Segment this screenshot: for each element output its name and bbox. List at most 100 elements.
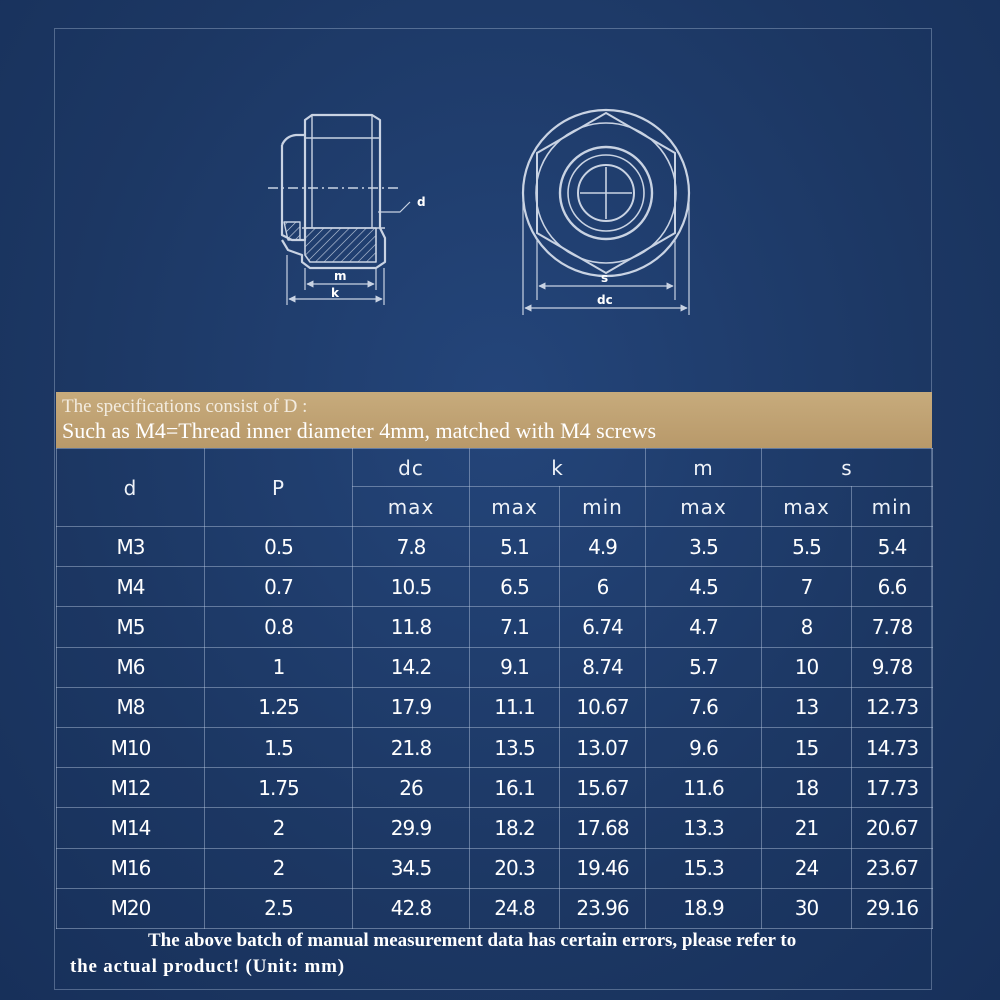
cell-d: M3	[56, 525, 205, 568]
cell-s-max: 21	[761, 807, 852, 849]
header-k: k	[469, 448, 646, 487]
side-view	[268, 113, 411, 270]
cell-k-max: 13.5	[469, 726, 560, 769]
cell-s-min: 23.67	[850, 847, 934, 889]
note-line-2: the actual product! (Unit: mm)	[70, 956, 345, 977]
cell-k-min: 23.96	[559, 887, 646, 930]
spec-table: d P dc k m s max max min max max min M3 0…	[56, 448, 934, 930]
cell-d: M10	[56, 726, 205, 769]
cell-p: 2	[204, 847, 353, 889]
cell-p: 0.8	[204, 606, 353, 648]
subheader-m-max: max	[645, 486, 762, 527]
cell-s-min: 7.78	[850, 606, 934, 648]
spec-banner: The specifications consist of D : Such a…	[56, 392, 932, 448]
cell-s-min: 17.73	[850, 767, 934, 809]
cell-s-min: 29.16	[850, 887, 934, 930]
subheader-dc-max: max	[352, 486, 470, 527]
cell-dc-max: 21.8	[352, 726, 470, 769]
cell-k-max: 9.1	[469, 646, 560, 688]
cell-dc-max: 11.8	[352, 606, 470, 648]
cell-d: M6	[56, 646, 205, 688]
cell-m-max: 13.3	[645, 807, 762, 849]
subheader-k-max: max	[469, 486, 560, 527]
cell-d: M16	[56, 847, 205, 889]
cell-k-min: 17.68	[559, 807, 646, 849]
cell-m-max: 4.7	[645, 606, 762, 648]
technical-drawing: d m k s dc	[268, 108, 691, 315]
table-row: M6 1 14.2 9.1 8.74 5.7 10 9.78	[56, 646, 934, 688]
measurement-note: The above batch of manual measurement da…	[70, 930, 930, 978]
cell-s-max: 24	[761, 847, 852, 889]
table-row: M4 0.7 10.5 6.5 6 4.5 7 6.6	[56, 566, 934, 608]
table-row: M3 0.5 7.8 5.1 4.9 3.5 5.5 5.4	[56, 525, 934, 568]
cell-s-max: 18	[761, 767, 852, 809]
cell-d: M20	[56, 887, 205, 930]
cell-p: 2.5	[204, 887, 353, 930]
cell-dc-max: 34.5	[352, 847, 470, 889]
banner-line-1: The specifications consist of D :	[62, 396, 308, 417]
table-row: M12 1.75 26 16.1 15.67 11.6 18 17.73	[56, 767, 934, 809]
d-label: d	[417, 195, 426, 209]
table-row: M5 0.8 11.8 7.1 6.74 4.7 8 7.78	[56, 606, 934, 648]
cell-k-max: 16.1	[469, 767, 560, 809]
cell-d: M5	[56, 606, 205, 648]
k-label: k	[331, 286, 340, 300]
cell-k-min: 4.9	[559, 525, 646, 568]
cell-p: 1.5	[204, 726, 353, 769]
cell-m-max: 5.7	[645, 646, 762, 688]
cell-dc-max: 29.9	[352, 807, 470, 849]
cell-p: 0.7	[204, 566, 353, 608]
cell-d: M14	[56, 807, 205, 849]
cell-p: 2	[204, 807, 353, 849]
table-row: M8 1.25 17.9 11.1 10.67 7.6 13 12.73	[56, 686, 934, 728]
cell-s-min: 12.73	[850, 686, 934, 728]
cell-s-max: 10	[761, 646, 852, 688]
cell-k-max: 20.3	[469, 847, 560, 889]
table-row: M20 2.5 42.8 24.8 23.96 18.9 30 29.16	[56, 887, 934, 930]
cell-dc-max: 10.5	[352, 566, 470, 608]
cell-s-max: 8	[761, 606, 852, 648]
cell-m-max: 7.6	[645, 686, 762, 728]
cell-dc-max: 42.8	[352, 887, 470, 930]
subheader-s-max: max	[761, 486, 852, 527]
cell-dc-max: 14.2	[352, 646, 470, 688]
cell-m-max: 18.9	[645, 887, 762, 930]
cell-d: M12	[56, 767, 205, 809]
cell-s-max: 5.5	[761, 525, 852, 568]
cell-k-max: 7.1	[469, 606, 560, 648]
cell-p: 1.75	[204, 767, 353, 809]
s-label: s	[601, 271, 608, 285]
table-row: M16 2 34.5 20.3 19.46 15.3 24 23.67	[56, 847, 934, 889]
s-dc-dimensions	[522, 200, 690, 315]
cell-m-max: 11.6	[645, 767, 762, 809]
cell-dc-max: 7.8	[352, 525, 470, 568]
cell-k-min: 15.67	[559, 767, 646, 809]
cell-k-max: 5.1	[469, 525, 560, 568]
subheader-k-min: min	[559, 486, 646, 527]
m-dimension	[286, 255, 385, 305]
cell-s-max: 13	[761, 686, 852, 728]
header-p: P	[204, 448, 353, 527]
spec-table-body: M3 0.5 7.8 5.1 4.9 3.5 5.5 5.4 M4 0.7 10.5 6.5 6 4.5 7…	[56, 525, 934, 930]
cell-m-max: 15.3	[645, 847, 762, 889]
cell-m-max: 3.5	[645, 525, 762, 568]
cell-k-max: 6.5	[469, 566, 560, 608]
cell-dc-max: 17.9	[352, 686, 470, 728]
banner-line-2: Such as M4=Thread inner diameter 4mm, ma…	[62, 418, 657, 443]
dc-label: dc	[597, 293, 613, 307]
cell-d: M8	[56, 686, 205, 728]
table-row: M10 1.5 21.8 13.5 13.07 9.6 15 14.73	[56, 726, 934, 769]
cell-p: 1.25	[204, 686, 353, 728]
cell-p: 1	[204, 646, 353, 688]
header-dc: dc	[352, 448, 470, 487]
cell-s-min: 9.78	[850, 646, 934, 688]
front-view	[521, 108, 691, 278]
cell-p: 0.5	[204, 525, 353, 568]
cell-k-min: 10.67	[559, 686, 646, 728]
cell-k-max: 18.2	[469, 807, 560, 849]
header-d: d	[56, 448, 205, 527]
cell-s-min: 14.73	[850, 726, 934, 769]
cell-k-min: 6	[559, 566, 646, 608]
cell-k-min: 6.74	[559, 606, 646, 648]
header-m: m	[645, 448, 762, 487]
